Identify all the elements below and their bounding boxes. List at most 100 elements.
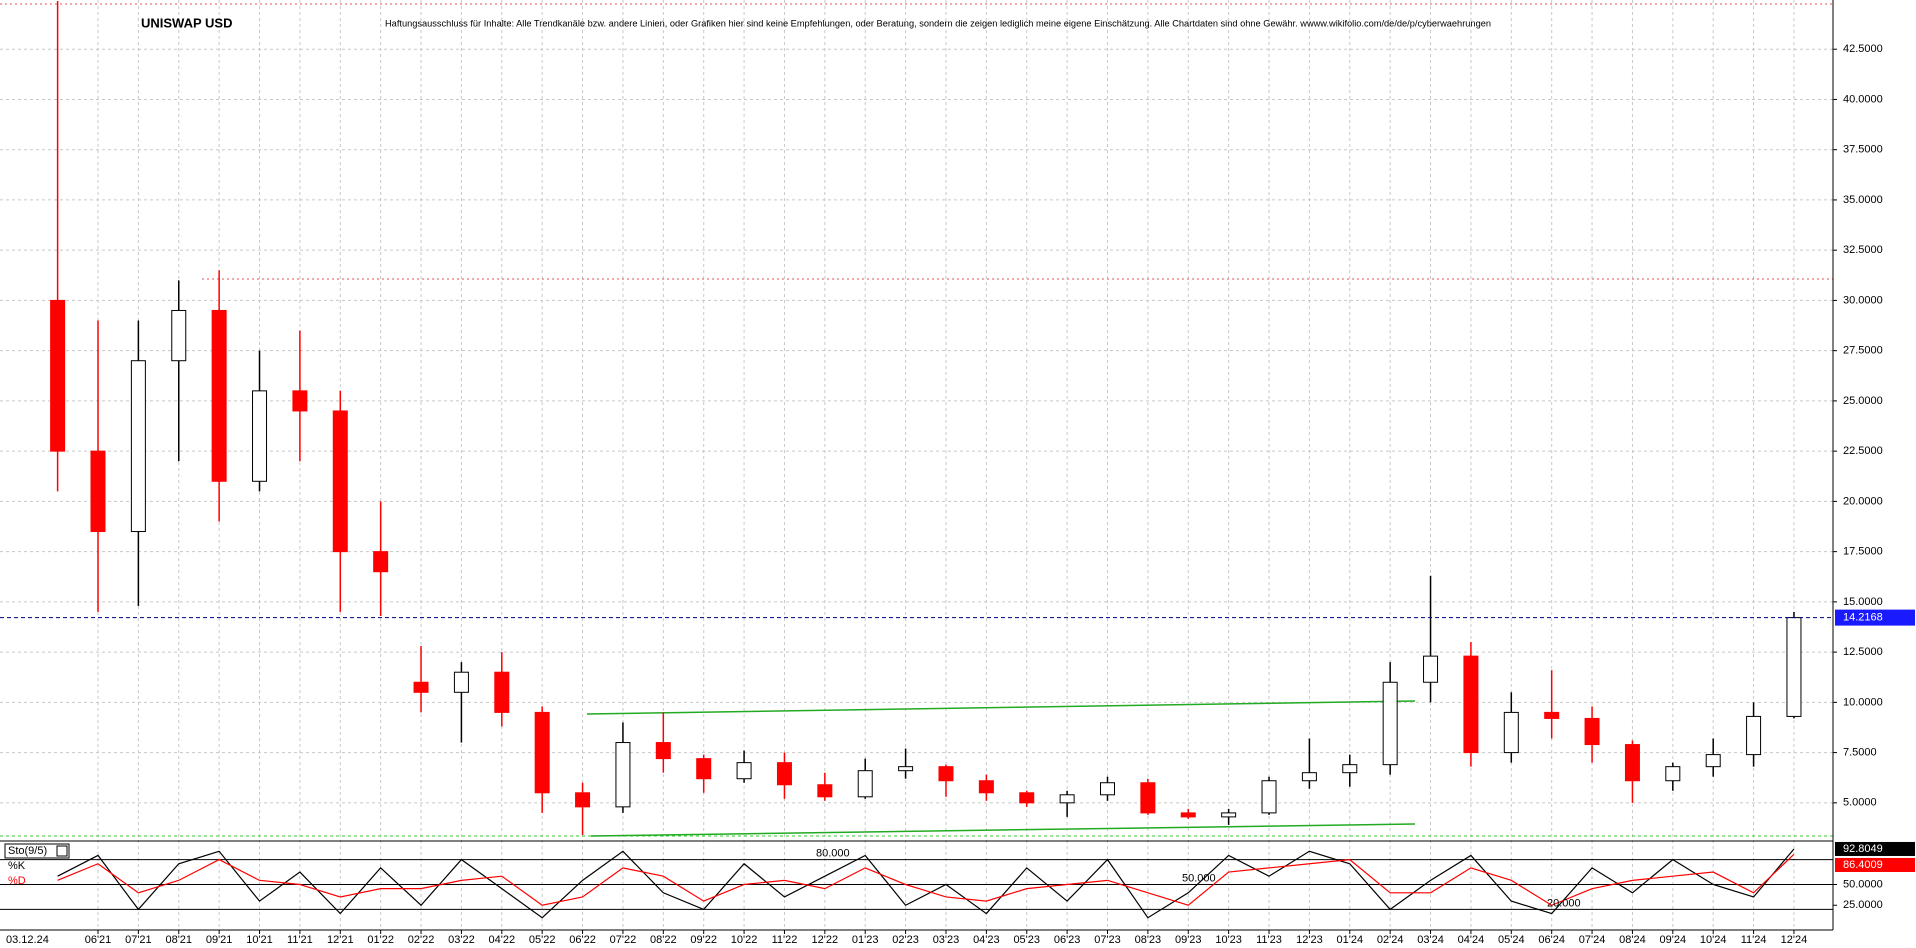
- x-tick-label: 12'24: [1781, 934, 1808, 946]
- candle-body: [1746, 715, 1762, 756]
- candle-body: [211, 309, 227, 482]
- x-tick-label: 07'22: [610, 934, 637, 946]
- candle-body: [1624, 744, 1640, 782]
- candle-body: [978, 780, 994, 794]
- level-label: 80.000: [816, 848, 850, 860]
- disclaimer: Haftungsausschluss für Inhalte: Alle Tre…: [385, 18, 1491, 28]
- x-tick-label: 06'21: [85, 934, 112, 946]
- y-tick-label: 42.5000: [1843, 43, 1883, 55]
- x-tick-label: 05'22: [529, 934, 556, 946]
- candle-body: [90, 450, 106, 533]
- x-tick-label: 06'23: [1054, 934, 1081, 946]
- level-label: 50.000: [1182, 872, 1216, 884]
- y-tick-label: 30.0000: [1843, 294, 1883, 306]
- x-tick-label: 12'23: [1296, 934, 1323, 946]
- candle-body: [1544, 711, 1560, 719]
- candle-body: [1059, 794, 1075, 804]
- x-tick-label: 08'21: [165, 934, 192, 946]
- x-tick-label: 06'22: [569, 934, 596, 946]
- candle-body: [938, 766, 954, 782]
- x-tick-label: 09'21: [206, 934, 233, 946]
- x-tick-label: 09'24: [1660, 934, 1687, 946]
- indicator-toggle[interactable]: [56, 845, 68, 857]
- candle-body: [1301, 772, 1317, 782]
- x-tick-label: 10'21: [246, 934, 273, 946]
- last-price-label: 14.2168: [1843, 612, 1883, 624]
- date-label: 03.12.24: [6, 934, 49, 946]
- x-tick-label: 01'24: [1336, 934, 1363, 946]
- x-tick-label: 02'24: [1377, 934, 1404, 946]
- candle-body: [1261, 780, 1277, 814]
- x-tick-label: 08'23: [1135, 934, 1162, 946]
- x-tick-label: 01'23: [852, 934, 879, 946]
- candle-body: [1705, 754, 1721, 768]
- candle-body: [373, 551, 389, 573]
- candle-body: [332, 410, 348, 553]
- x-tick-label: 05'23: [1013, 934, 1040, 946]
- trend-channel-top: [586, 700, 1416, 715]
- x-tick-label: 11'23: [1256, 934, 1282, 946]
- x-tick-label: 04'23: [973, 934, 1000, 946]
- candle-body: [1180, 812, 1196, 818]
- candle-body: [817, 784, 833, 798]
- y-tick-label: 37.5000: [1843, 144, 1883, 156]
- x-tick-label: 12'21: [327, 934, 354, 946]
- x-tick-label: 05'24: [1498, 934, 1525, 946]
- candle-body: [776, 762, 792, 786]
- candle-body: [1503, 711, 1519, 754]
- legend-d: %D: [8, 875, 26, 887]
- candle-body: [171, 309, 187, 362]
- x-tick-label: 10'22: [731, 934, 758, 946]
- candle-body: [130, 360, 146, 533]
- candle-body: [453, 671, 469, 693]
- sto-tick-label: 50.0000: [1843, 878, 1883, 890]
- candle-body: [615, 742, 631, 808]
- y-tick-label: 35.0000: [1843, 194, 1883, 206]
- candle-body: [575, 792, 591, 808]
- x-tick-label: 09'22: [690, 934, 717, 946]
- x-tick-label: 07'21: [125, 934, 152, 946]
- y-tick-label: 5.0000: [1843, 797, 1877, 809]
- x-tick-label: 04'24: [1458, 934, 1485, 946]
- sto-badge-label: 86.4009: [1843, 859, 1883, 871]
- x-tick-label: 11'21: [287, 934, 313, 946]
- candle-body: [1786, 617, 1802, 717]
- sto-badge: [1835, 857, 1915, 872]
- x-tick-label: 06'24: [1538, 934, 1565, 946]
- candle-body: [1100, 782, 1115, 796]
- x-tick-label: 02'23: [892, 934, 919, 946]
- y-tick-label: 40.0000: [1843, 93, 1883, 105]
- candle-body: [1140, 782, 1156, 814]
- x-tick-label: 03'22: [448, 934, 475, 946]
- indicator-title: Sto(9/5): [8, 845, 47, 857]
- x-tick-label: 10'24: [1700, 934, 1727, 946]
- chart-title: UNISWAP USD: [141, 15, 233, 30]
- level-label: 20.000: [1547, 897, 1581, 909]
- indicator-box: [4, 843, 70, 859]
- sto-line: [57, 853, 1795, 906]
- y-tick-label: 27.5000: [1843, 345, 1883, 357]
- x-tick-label: 02'22: [408, 934, 435, 946]
- y-tick-label: 7.5000: [1843, 747, 1877, 759]
- candle-body: [494, 671, 510, 713]
- candle-body: [1382, 681, 1398, 766]
- x-tick-label: 07'24: [1579, 934, 1606, 946]
- candle-body: [292, 390, 308, 412]
- trend-channel-bottom: [590, 823, 1416, 837]
- y-tick-label: 15.0000: [1843, 596, 1883, 608]
- candle-body: [1584, 717, 1600, 746]
- y-tick-label: 12.5000: [1843, 646, 1883, 658]
- sto-badge: [1835, 841, 1915, 856]
- y-tick-label: 22.5000: [1843, 445, 1883, 457]
- y-tick-label: 17.5000: [1843, 546, 1883, 558]
- x-tick-label: 09'23: [1175, 934, 1202, 946]
- y-tick-label: 20.0000: [1843, 495, 1883, 507]
- candle-body: [1019, 792, 1035, 804]
- candle-body: [1665, 766, 1681, 782]
- x-tick-label: 08'22: [650, 934, 677, 946]
- x-tick-label: 04'22: [489, 934, 516, 946]
- candle-body: [1463, 655, 1479, 754]
- y-tick-label: 25.0000: [1843, 395, 1883, 407]
